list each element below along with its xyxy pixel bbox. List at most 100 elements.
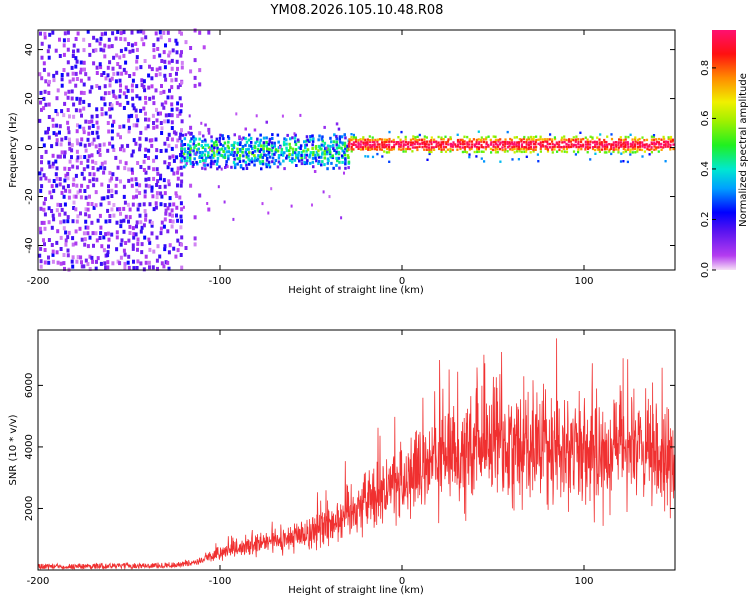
- spectrogram-cell: [305, 161, 309, 165]
- spectrogram-cell: [138, 183, 142, 188]
- spectrogram-cell: [104, 265, 108, 270]
- spectrogram-cell: [627, 146, 630, 149]
- spectrogram-cell: [175, 155, 179, 160]
- spectrogram-cell: [168, 88, 171, 93]
- spectrogram-cell: [127, 265, 131, 270]
- spectrogram-cell: [155, 118, 159, 123]
- spectrogram-cell: [44, 176, 48, 181]
- spectrogram-cell: [619, 141, 622, 144]
- spectrogram-cell: [330, 161, 333, 165]
- spectrogram-cell: [303, 140, 306, 144]
- spectrogram-cell: [166, 229, 170, 234]
- spectrogram-cell: [245, 152, 249, 156]
- spectrogram-cell: [380, 148, 383, 151]
- spectrogram-cell: [416, 146, 419, 149]
- spectrogram-cell: [355, 145, 358, 149]
- spectrogram-cell: [645, 138, 649, 142]
- spectrogram-cell: [658, 143, 661, 146]
- spectrogram-cell: [406, 147, 409, 151]
- spectrogram-cell: [115, 220, 119, 225]
- spectrogram-cell: [108, 214, 112, 218]
- spectrogram-cell: [537, 142, 540, 146]
- spectrogram-cell: [260, 144, 263, 148]
- spectrogram-cell: [379, 148, 382, 151]
- spectrogram-cell: [78, 124, 82, 129]
- spectrogram-cell: [203, 153, 206, 157]
- spectrogram-cell: [188, 156, 192, 160]
- x-tick-label: 0: [399, 276, 405, 287]
- spectrogram-cell: [631, 146, 635, 149]
- spectrogram-cell: [207, 151, 210, 155]
- spectrogram-cell: [294, 140, 297, 144]
- spectrogram-cell: [191, 161, 195, 164]
- spectrogram-cell: [66, 176, 70, 181]
- spectrogram-cell: [532, 136, 535, 139]
- spectrogram-cell: [392, 145, 396, 149]
- spectrogram-cell: [176, 138, 180, 143]
- spectrogram-cell: [565, 145, 568, 148]
- spectrogram-cell: [449, 145, 453, 148]
- spectrogram-cell: [142, 106, 146, 111]
- spectrogram-cell: [262, 136, 266, 140]
- spectrogram-cell: [619, 160, 623, 163]
- spectrogram-cell: [100, 161, 104, 166]
- spectrogram-cell: [662, 135, 665, 139]
- spectrogram-cell: [598, 148, 601, 151]
- spectrogram-cell: [118, 102, 122, 107]
- spectrogram-cell: [404, 147, 408, 151]
- spectrogram-cell: [62, 261, 66, 266]
- spectrogram-cell: [440, 150, 443, 153]
- spectrogram-cell: [539, 147, 542, 151]
- spectrogram-cell: [553, 143, 556, 147]
- spectrogram-cell: [605, 143, 609, 146]
- spectrogram-cell: [244, 160, 248, 164]
- spectrogram-cell: [75, 158, 79, 163]
- spectrogram-cell: [378, 143, 381, 146]
- spectrogram-cell: [232, 217, 235, 221]
- spectrogram-cell: [371, 136, 374, 139]
- spectrogram-cell: [184, 133, 188, 137]
- spectrogram-cell: [271, 156, 275, 160]
- spectrogram-cell: [546, 150, 550, 153]
- spectrogram-cell: [143, 59, 147, 63]
- spectrogram-cell: [174, 77, 178, 82]
- spectrogram-cell: [75, 149, 79, 154]
- spectrogram-cell: [63, 211, 67, 216]
- spectrogram-cell: [501, 148, 504, 152]
- spectrogram-cell: [461, 143, 464, 146]
- spectrogram-cell: [399, 145, 402, 148]
- spectrogram-cell: [650, 146, 653, 149]
- spectrogram-cell: [266, 147, 269, 151]
- spectrogram-cell: [354, 137, 358, 141]
- spectrogram-cell: [572, 150, 576, 153]
- spectrogram-cell: [112, 119, 116, 124]
- spectrogram-cell: [544, 140, 547, 143]
- spectrogram-cell: [47, 160, 51, 165]
- spectrogram-cell: [68, 114, 71, 119]
- spectrogram-cell: [112, 203, 116, 207]
- spectrogram-cell: [206, 143, 210, 147]
- spectrogram-cell: [271, 152, 274, 156]
- snr-x-axis-label: Height of straight line (km): [288, 585, 424, 596]
- spectrogram-cell: [646, 145, 649, 148]
- spectrogram-cell: [135, 188, 139, 193]
- spectrogram-cell: [416, 135, 419, 138]
- spectrogram-cell: [274, 159, 278, 162]
- spectrogram-cell: [250, 140, 253, 144]
- spectrogram-cell: [350, 147, 353, 151]
- spectrogram-cell: [110, 232, 114, 237]
- spectrogram-cell: [180, 65, 184, 70]
- spectrogram-cell: [297, 153, 300, 157]
- spectrogram-cell: [71, 264, 75, 269]
- spectrogram-cell: [142, 84, 146, 89]
- spectrogram-cell: [525, 148, 528, 151]
- spectrogram-cell: [180, 265, 184, 270]
- spectrogram-cell: [247, 154, 250, 158]
- spectrogram-cell: [423, 145, 426, 148]
- spectrogram-cell: [650, 135, 653, 138]
- spectrogram-cell: [305, 156, 308, 160]
- spectrogram-cell: [373, 147, 376, 151]
- spectrogram-cell: [166, 137, 170, 141]
- spectrogram-cell: [627, 148, 630, 151]
- spectrogram-cell: [425, 136, 428, 139]
